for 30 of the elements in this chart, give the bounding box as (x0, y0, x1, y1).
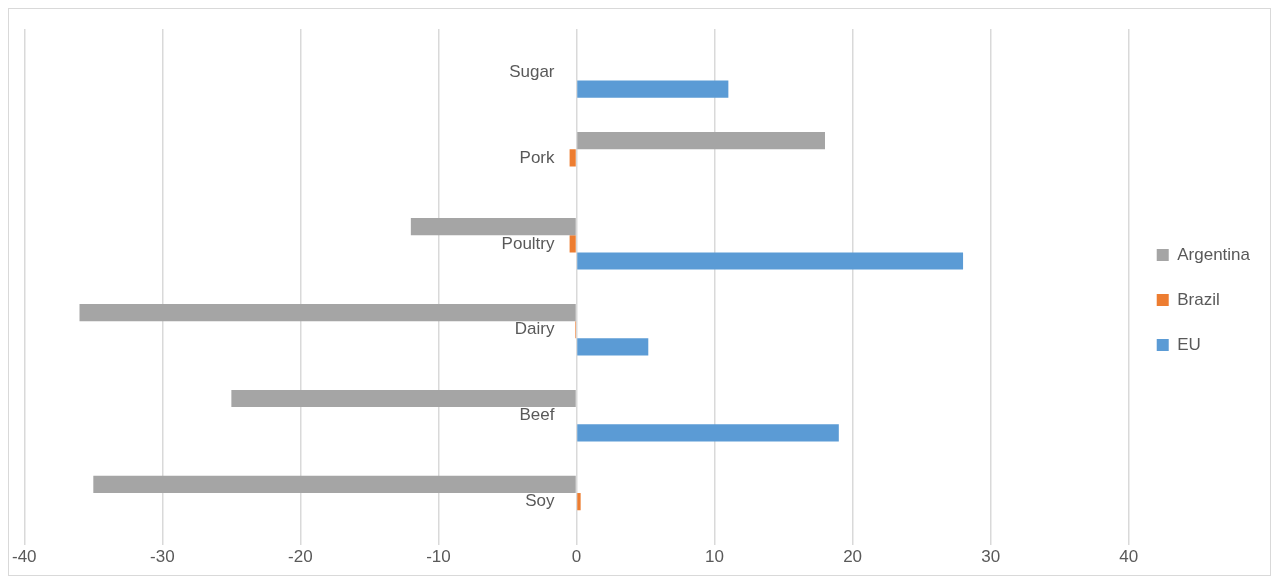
bar (577, 252, 964, 270)
legend-label: Argentina (1177, 244, 1251, 264)
bar (569, 149, 576, 167)
x-tick-label: 40 (1119, 547, 1139, 567)
y-tick-label: Poultry (501, 233, 555, 253)
bar (577, 132, 826, 150)
y-tick-label: Pork (519, 147, 555, 167)
bar (577, 338, 649, 356)
x-tick-label: 0 (571, 547, 582, 567)
x-tick-label: 10 (705, 547, 725, 567)
bar (93, 475, 576, 494)
x-tick-label: -10 (426, 547, 451, 567)
y-tick-label: Dairy (514, 319, 555, 339)
legend-label: Brazil (1177, 289, 1220, 309)
x-tick-label: -30 (150, 547, 175, 567)
x-tick-label: -40 (12, 547, 37, 567)
bar (569, 235, 576, 253)
x-tick-label: 20 (843, 547, 863, 567)
bar (231, 389, 576, 408)
bar (79, 303, 576, 322)
legend-label: EU (1177, 334, 1201, 354)
bar (577, 80, 729, 98)
y-tick-label: Beef (519, 405, 555, 425)
x-tick-label: -20 (288, 547, 313, 567)
bar (577, 424, 839, 442)
y-tick-label: Soy (525, 491, 555, 511)
x-tick-label: 30 (981, 547, 1001, 567)
y-tick-label: Sugar (509, 61, 555, 81)
bar (577, 493, 581, 511)
bar (410, 218, 576, 236)
